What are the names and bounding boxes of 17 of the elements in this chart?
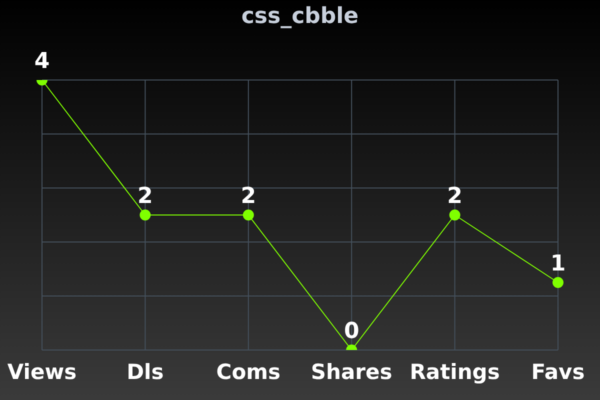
x-tick-label: Ratings [410,360,500,384]
data-label: 2 [447,184,462,209]
data-label: 2 [138,184,153,209]
point [140,210,151,220]
point [242,210,254,220]
x-tick-label: Dls [126,360,164,384]
x-tick-label: Favs [531,360,585,384]
x-tick-label: Views [7,360,77,384]
chart-title: css_cbble [240,4,360,29]
data-label: 0 [344,319,360,344]
data-label: 2 [240,184,256,209]
point [552,277,564,288]
data-label: 1 [550,252,566,276]
x-tick-label: Coms [216,360,281,384]
x-tick-label: Shares [310,360,392,384]
data-label: 4 [34,49,50,74]
point [449,210,460,220]
